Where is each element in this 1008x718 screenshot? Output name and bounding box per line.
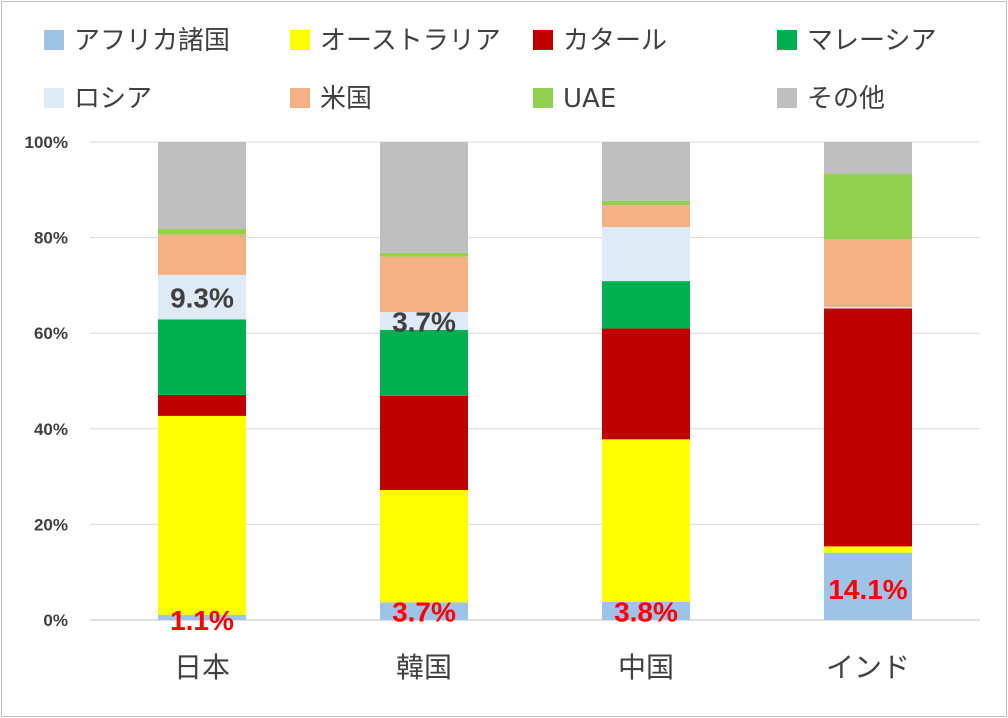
data-label: 3.7% <box>392 306 456 337</box>
legend-swatch <box>290 88 310 108</box>
bar-segment <box>602 227 690 282</box>
bar-segment <box>380 395 468 490</box>
bar-segment <box>824 308 912 547</box>
legend-item: カタール <box>533 26 667 56</box>
legend-label: UAE <box>563 84 616 114</box>
bar-segment <box>824 546 912 553</box>
legend-label: マレーシア <box>807 26 936 56</box>
bar-segment <box>824 306 912 309</box>
bar-segment <box>380 329 468 396</box>
bar-segment <box>824 142 912 175</box>
bar-segment <box>158 614 246 620</box>
bar-segment <box>602 601 690 620</box>
bar-segment <box>602 142 690 201</box>
legend-item: アフリカ諸国 <box>44 26 230 56</box>
bar-segment <box>158 319 246 395</box>
legend-item: その他 <box>777 84 885 114</box>
bar-segment <box>380 312 468 330</box>
bar-segment <box>380 256 468 313</box>
legend-label: 米国 <box>320 84 372 114</box>
bar-segment <box>158 274 246 320</box>
legend-label: ロシア <box>74 84 152 114</box>
legend-swatch <box>533 88 553 108</box>
y-tick-label: 80% <box>34 229 68 248</box>
data-label: 3.8% <box>614 596 678 627</box>
bar-segment <box>824 174 912 240</box>
legend-swatch <box>290 30 310 50</box>
y-tick-label: 20% <box>34 515 68 534</box>
bar-segment <box>158 234 246 275</box>
bar-stack <box>824 142 912 620</box>
data-label: 9.3% <box>170 282 234 313</box>
y-tick-label: 40% <box>34 420 68 439</box>
bar-segment <box>158 228 246 235</box>
bar-segment <box>824 239 912 307</box>
legend-label: カタール <box>563 26 667 56</box>
legend-swatch <box>44 30 64 50</box>
legend-swatch <box>533 30 553 50</box>
legend-swatch <box>44 88 64 108</box>
bar-stack <box>602 142 690 620</box>
y-tick-label: 100% <box>25 133 68 152</box>
bar-segment <box>158 394 246 416</box>
bar-stack <box>380 142 468 620</box>
annotations: 9.3% 3.7% 1.1% 3.7% 3.8% 14.1% <box>170 282 908 636</box>
y-axis-ticks: 0% 20% 40% 60% 80% 100% <box>25 133 68 630</box>
legend-item: UAE <box>533 84 616 114</box>
bar-segment <box>380 489 468 603</box>
x-category-label: 中国 <box>618 651 674 684</box>
bar-segment <box>602 281 690 329</box>
bar-segment <box>380 252 468 257</box>
legend-label: アフリカ諸国 <box>74 26 230 56</box>
bar-segment <box>824 552 912 620</box>
legend-item: マレーシア <box>777 26 936 56</box>
legend-item: 米国 <box>290 84 372 114</box>
bar-segment <box>602 328 690 440</box>
legend-item: ロシア <box>44 84 152 114</box>
legend-swatch <box>777 88 797 108</box>
bar-segment <box>158 415 246 615</box>
y-tick-label: 60% <box>34 324 68 343</box>
data-label: 14.1% <box>828 574 907 605</box>
x-category-label: インド <box>826 651 910 684</box>
x-axis-labels: 日本 韓国 中国 インド <box>174 651 910 684</box>
x-category-label: 韓国 <box>396 651 452 684</box>
legend-label: その他 <box>807 84 885 114</box>
bar-segment <box>602 205 690 228</box>
bar-segment <box>158 142 246 229</box>
legend-swatch <box>777 30 797 50</box>
data-label: 1.1% <box>170 605 234 636</box>
bar-segment <box>380 602 468 620</box>
bar-segment <box>602 439 690 602</box>
bar-segment <box>380 142 468 253</box>
legend-label: オーストラリア <box>320 26 501 56</box>
x-category-label: 日本 <box>174 651 230 684</box>
data-label: 3.7% <box>392 596 456 627</box>
bar-stack <box>158 142 246 620</box>
y-tick-label: 0% <box>43 611 68 630</box>
legend-item: オーストラリア <box>290 26 501 56</box>
bar-segment <box>602 200 690 206</box>
bars <box>158 142 912 620</box>
